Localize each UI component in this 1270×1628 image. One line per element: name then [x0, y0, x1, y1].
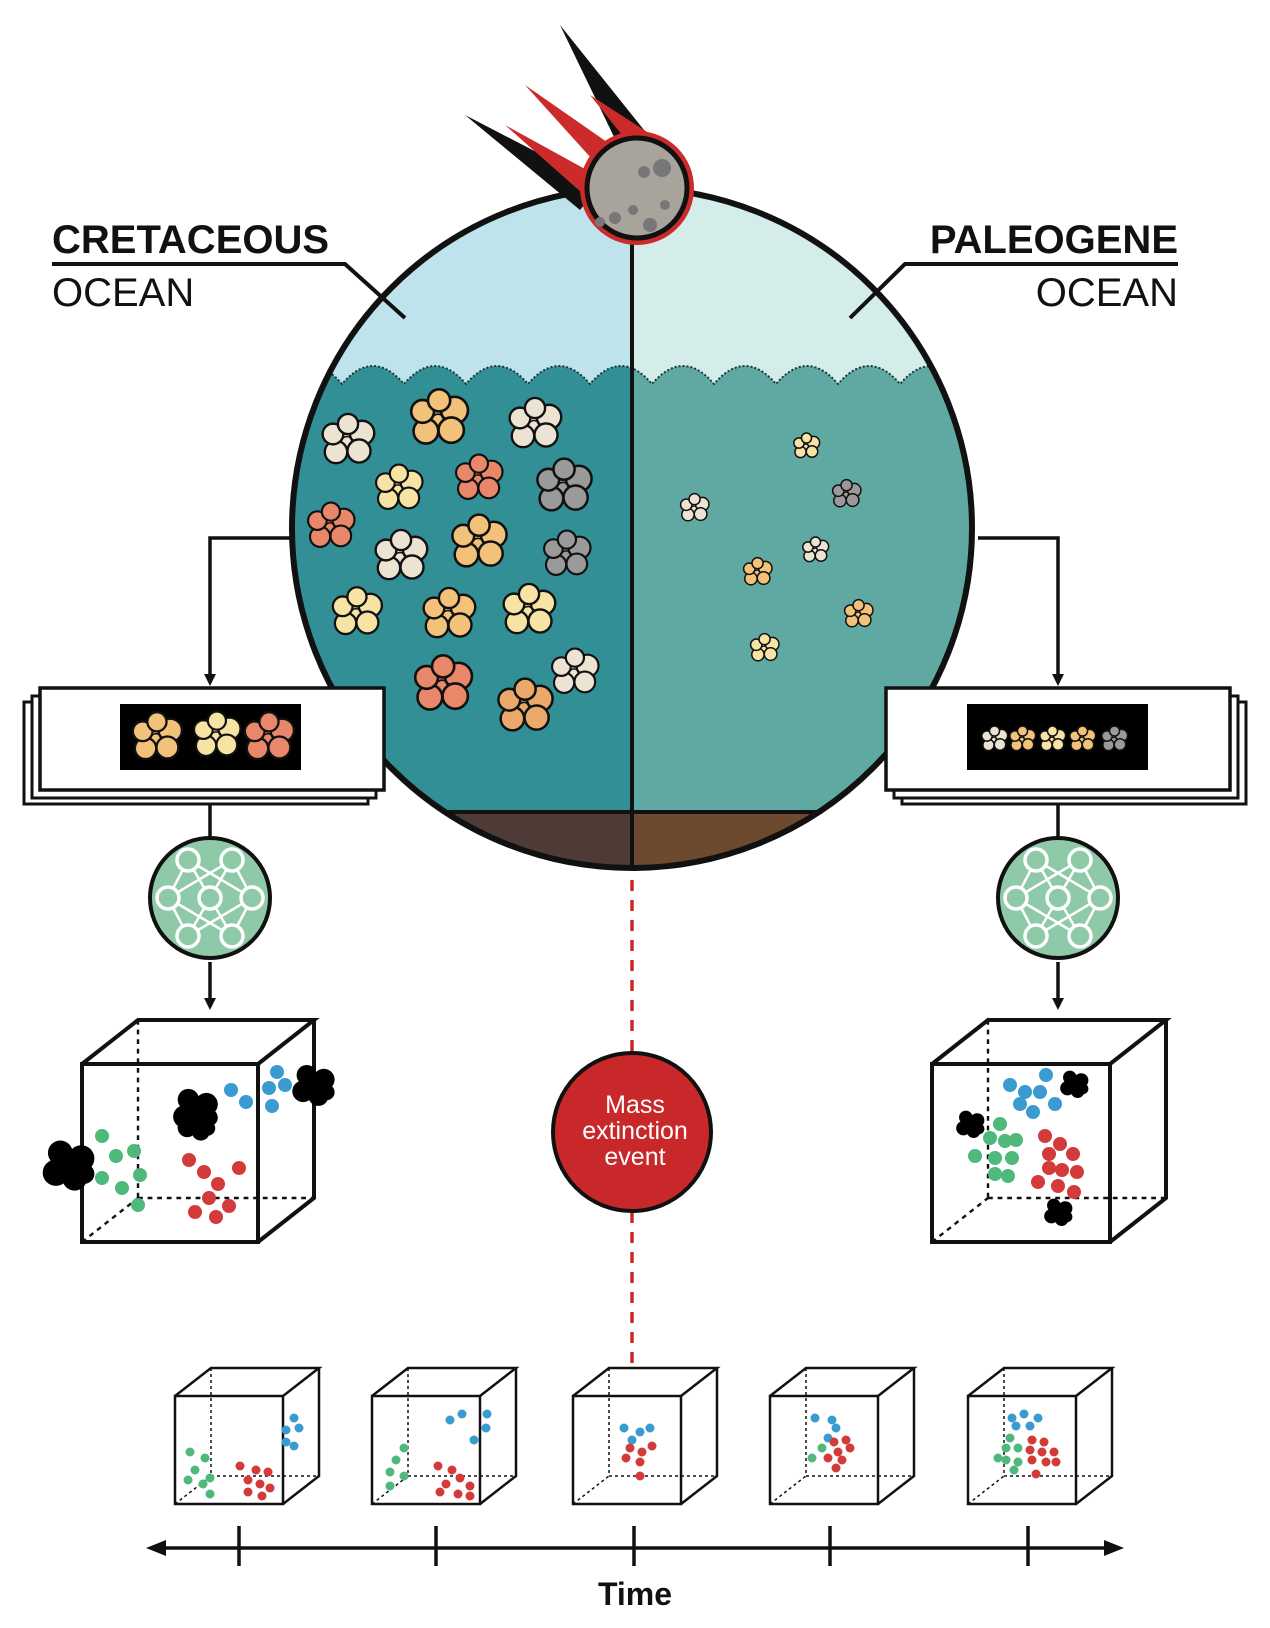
time-axis: [146, 1526, 1124, 1566]
timeline-cube: [768, 1366, 918, 1506]
image-stack-left: [22, 686, 386, 806]
foraminifera-icon: [306, 501, 356, 548]
foraminifera-icon: [131, 711, 184, 761]
paleogene-title: PALEOGENE: [929, 218, 1178, 262]
paleogene-subtitle: OCEAN: [1035, 271, 1178, 315]
foraminifera-icon: [451, 513, 508, 568]
foraminifera-icon: [422, 586, 477, 639]
connector-right: [978, 536, 1064, 686]
cretaceous-title: CRETACEOUS: [52, 218, 330, 262]
foraminifera-icon: [981, 725, 1009, 752]
foraminifera-icon: [1101, 725, 1129, 752]
connector-left: [204, 536, 292, 686]
event-label-line-2: extinction: [582, 1117, 688, 1145]
foraminifera-cretaceous: [306, 387, 600, 732]
cretaceous-subtitle: OCEAN: [52, 271, 195, 315]
foraminifera-icon: [331, 586, 384, 636]
foraminifera-icon: [243, 711, 296, 761]
image-stack-right: [884, 686, 1248, 806]
foraminifera-icon: [192, 710, 242, 757]
timeline-cube: [370, 1366, 520, 1506]
event-label-line-3: event: [604, 1143, 666, 1171]
event-label-line-1: Mass: [605, 1091, 665, 1119]
foraminifera-icon: [321, 412, 376, 465]
extinction-event-circle: [551, 1051, 713, 1213]
foraminifera-icon: [749, 632, 780, 662]
foraminifera-icon: [1009, 725, 1037, 752]
neural-network-icon: [148, 836, 272, 960]
foraminifera-icon: [454, 453, 504, 500]
foraminifera-icon: [508, 396, 563, 449]
foraminifera-icon: [1069, 725, 1097, 752]
leader-right: [848, 262, 1178, 320]
foraminifera-icon: [843, 598, 874, 628]
seafloor-left: [292, 812, 632, 868]
feature-space-cube-paleogene: [930, 1018, 1172, 1244]
feature-space-cube-cretaceous: [42, 1018, 335, 1244]
extinction-event-label: Mass extinction event: [555, 1092, 715, 1170]
leader-left: [52, 262, 407, 320]
timeline-cubes: [173, 1366, 1116, 1506]
seafloor-right: [632, 812, 972, 868]
time-axis-label: Time: [597, 1576, 673, 1612]
foraminifera-icon: [536, 457, 593, 512]
foraminifera-icon: [802, 536, 830, 563]
foraminifera-icon: [542, 529, 592, 576]
neural-network-icon: [996, 836, 1120, 960]
timeline-cube: [966, 1366, 1116, 1506]
timeline-cube: [571, 1366, 721, 1506]
foraminifera-icon: [502, 582, 557, 635]
timeline-cube: [173, 1366, 323, 1506]
foraminifera-icon: [793, 432, 821, 459]
foraminifera-icon: [374, 463, 424, 510]
foraminifera-icon: [550, 647, 600, 694]
foraminifera-icon: [742, 556, 773, 586]
foraminifera-icon: [831, 478, 862, 508]
foraminifera-icon: [497, 677, 554, 732]
meteor-icon: [465, 25, 694, 245]
foraminifera-paleogene: [679, 432, 874, 662]
foraminifera-icon: [374, 528, 429, 581]
foraminifera-icon: [409, 387, 470, 445]
foraminifera-icon: [1039, 725, 1067, 752]
foraminifera-icon: [413, 653, 474, 711]
foraminifera-icon: [679, 492, 710, 522]
